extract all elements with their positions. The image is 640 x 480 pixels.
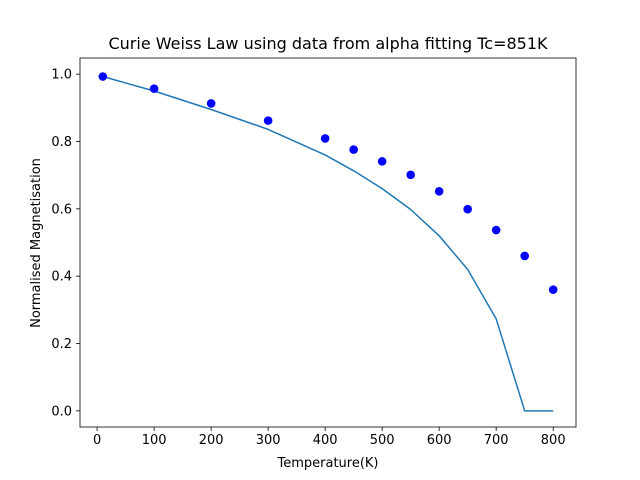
y-tick-label: 0.2 [51, 337, 72, 352]
scatter-point [406, 170, 415, 180]
y-tick-label: 0.8 [51, 135, 72, 150]
x-tick-label: 800 [541, 433, 566, 448]
x-tick-label: 500 [370, 433, 395, 448]
x-tick-label: 400 [313, 433, 338, 448]
x-tick-label: 100 [142, 433, 167, 448]
series-line [102, 75, 554, 412]
y-tick-label: 0.4 [51, 270, 72, 285]
y-tick-label: 1.0 [51, 68, 72, 83]
scatter-point [548, 285, 558, 294]
x-tick-label: 200 [199, 433, 224, 448]
scatter-point [263, 116, 273, 125]
scatter-point [491, 225, 501, 235]
scatter-point [149, 84, 159, 93]
scatter-point [377, 157, 387, 166]
x-axis-label: Temperature(K) [276, 456, 378, 471]
y-tick-label: 0.6 [51, 202, 72, 217]
scatter-point [320, 134, 330, 143]
y-axis-label: Normalised Magnetisation [29, 158, 44, 328]
scatter-point [349, 145, 358, 154]
chart-title: Curie Weiss Law using data from alpha fi… [108, 34, 548, 53]
x-tick-label: 300 [256, 433, 281, 448]
axes-frame [79, 57, 577, 428]
scatter-point [434, 187, 444, 196]
plot-area: 0 100 200 300 400 500 600 700 800 0.0 0.2 0.4 0.6 0.8… [51, 57, 577, 448]
x-tick-label: 0 [93, 433, 101, 448]
y-tick-label: 0.0 [51, 404, 72, 419]
scatter-point [463, 204, 472, 214]
scatter-point [98, 72, 108, 81]
x-tick-label: 700 [484, 433, 509, 448]
scatter-point [206, 99, 216, 108]
x-tick-label: 600 [427, 433, 452, 448]
scatter-point [520, 251, 529, 261]
